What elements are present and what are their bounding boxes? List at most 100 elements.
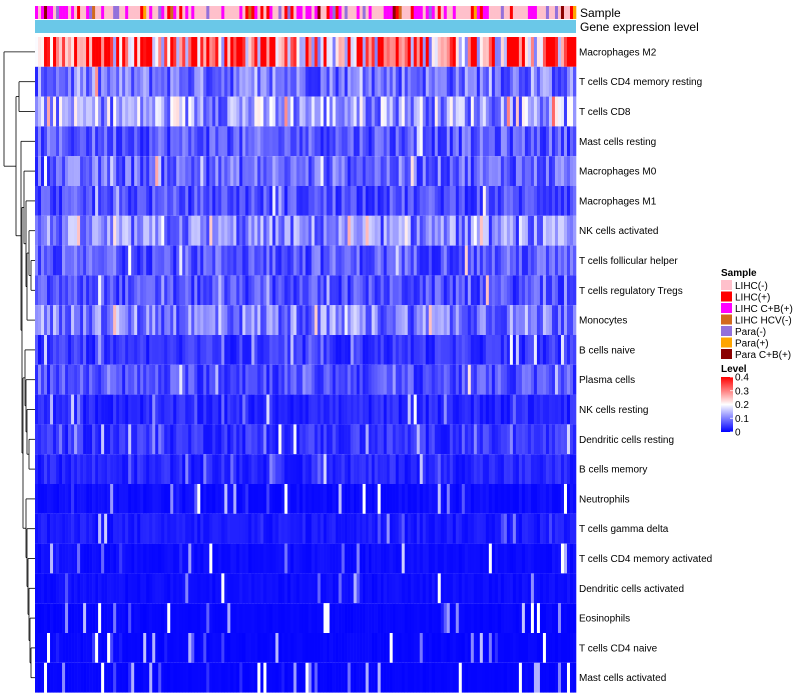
heatmap-cell	[569, 186, 574, 216]
heatmap-cell	[341, 394, 345, 425]
row-label: T cells CD4 memory activated	[579, 554, 712, 565]
heatmap-cell	[449, 96, 454, 127]
heatmap-cell	[377, 275, 381, 306]
heatmap-cell	[389, 275, 393, 306]
heatmap-cell	[251, 245, 255, 276]
heatmap-cell	[212, 633, 216, 663]
heatmap-cell	[140, 37, 144, 67]
heatmap-cell	[380, 215, 384, 246]
heatmap-cell	[272, 156, 276, 186]
heatmap-cell	[53, 156, 57, 186]
heatmap-cell	[116, 37, 120, 67]
sample-annotation-cell	[35, 6, 39, 19]
heatmap-cell	[560, 245, 565, 276]
sample-annotation-cell	[80, 6, 84, 19]
heatmap-cell	[263, 156, 267, 186]
heatmap-cell	[413, 633, 418, 663]
heatmap-cell	[548, 603, 553, 633]
heatmap-cell	[383, 662, 387, 693]
heatmap-cell	[104, 215, 108, 246]
heatmap-cell	[491, 335, 496, 365]
heatmap-cell	[332, 335, 336, 365]
heatmap-cell	[455, 335, 460, 365]
heatmap-cell	[569, 215, 574, 246]
heatmap-cell	[41, 305, 45, 335]
heatmap-cell	[101, 275, 105, 306]
heatmap-cell	[302, 126, 306, 157]
heatmap-cell	[326, 543, 330, 574]
heatmap-cell	[137, 364, 141, 395]
heatmap-cell	[236, 543, 240, 574]
sample-annotation-cell	[74, 6, 78, 19]
heatmap-cell	[278, 543, 282, 574]
heatmap-cell	[188, 245, 192, 276]
heatmap-cell	[320, 335, 324, 365]
heatmap-cell	[188, 66, 192, 97]
heatmap-cell	[341, 275, 345, 306]
row-label: T cells regulatory Tregs	[579, 286, 683, 297]
sample-annotation-cell	[272, 6, 276, 19]
heatmap-cell	[470, 186, 475, 216]
heatmap-cell	[119, 543, 123, 574]
heatmap-cell	[287, 275, 291, 306]
heatmap-cell	[386, 305, 390, 335]
heatmap-cell	[158, 66, 162, 97]
heatmap-cell	[308, 484, 312, 514]
sample-annotation-cell	[131, 6, 135, 19]
heatmap-cell	[443, 66, 448, 97]
heatmap-cell	[170, 662, 174, 693]
heatmap-cell	[218, 186, 222, 216]
sample-annotation-cell	[368, 6, 372, 19]
heatmap-cell	[284, 364, 288, 395]
heatmap-cell	[482, 364, 487, 395]
heatmap-cell	[302, 96, 306, 127]
heatmap-cell	[233, 37, 237, 67]
heatmap-cell	[176, 662, 180, 693]
heatmap-cell	[152, 543, 156, 574]
heatmap-cell	[311, 275, 315, 306]
heatmap-cell	[182, 662, 186, 693]
heatmap-cell	[521, 66, 526, 97]
sample-annotation-cell	[332, 6, 336, 19]
heatmap-cell	[512, 662, 517, 693]
heatmap-cell	[413, 424, 418, 455]
heatmap-cell	[515, 633, 520, 663]
heatmap-cell	[449, 186, 454, 216]
heatmap-cell	[284, 513, 288, 544]
heatmap-cell	[146, 275, 150, 306]
heatmap-cell	[521, 573, 526, 604]
heatmap-cell	[512, 275, 517, 306]
heatmap-cell	[341, 662, 345, 693]
heatmap-cell	[101, 96, 105, 127]
heatmap-cell	[56, 513, 60, 544]
heatmap-cell	[299, 305, 303, 335]
heatmap-cell	[533, 513, 538, 544]
heatmap-cell	[146, 484, 150, 514]
heatmap-cell	[200, 424, 204, 455]
heatmap-cell	[338, 543, 342, 574]
heatmap-cell	[371, 96, 375, 127]
sample-annotation-cell	[236, 6, 240, 19]
heatmap-cell	[344, 394, 348, 425]
heatmap-cell	[539, 394, 544, 425]
heatmap-cell	[185, 275, 189, 306]
heatmap-cell	[416, 186, 421, 216]
heatmap-cell	[95, 543, 99, 574]
heatmap-cell	[71, 633, 75, 663]
heatmap-cell	[452, 37, 457, 67]
heatmap-cell	[77, 186, 81, 216]
heatmap-cell	[221, 603, 225, 633]
heatmap-cell	[377, 335, 381, 365]
heatmap-cell	[230, 37, 234, 67]
heatmap-cell	[335, 573, 339, 604]
heatmap-cell	[200, 543, 204, 574]
heatmap-cell	[317, 424, 321, 455]
sample-annotation-cell	[371, 6, 375, 19]
sample-annotation-cell	[437, 6, 442, 19]
heatmap-cell	[218, 215, 222, 246]
heatmap-cell	[257, 66, 261, 97]
heatmap-cell	[407, 633, 411, 663]
heatmap-cell	[365, 424, 369, 455]
heatmap-cell	[212, 245, 216, 276]
sample-annotation-cell	[185, 6, 189, 19]
